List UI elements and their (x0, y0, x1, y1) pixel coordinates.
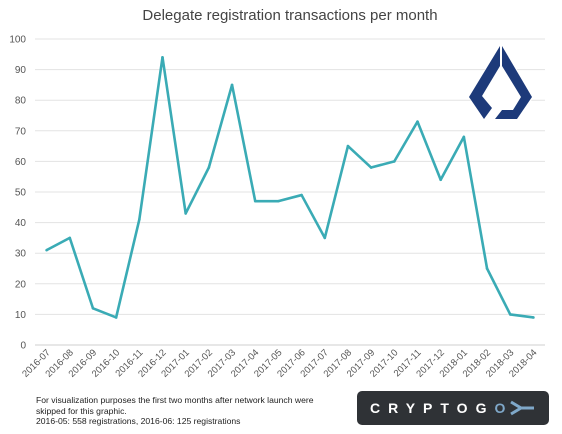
data-point (184, 212, 187, 215)
y-tick-label: 80 (15, 96, 27, 107)
brand-badge: CRYPTOGO (357, 391, 549, 425)
y-tick-label: 0 (20, 341, 26, 352)
data-point (323, 236, 327, 240)
y-tick-label: 50 (15, 188, 27, 199)
y-axis-ticks: 0 10 20 30 40 50 60 70 80 90 100 (9, 35, 26, 352)
line-chart: Delegate registration transactions per m… (9, 7, 545, 380)
y-tick-label: 70 (15, 126, 27, 137)
data-point (138, 218, 141, 221)
data-point (369, 166, 373, 169)
y-tick-label: 100 (9, 35, 26, 46)
data-point (253, 199, 257, 203)
lisk-logo (468, 44, 534, 122)
brand-main: CRYPTOG (370, 400, 495, 416)
series-layer (45, 56, 535, 319)
footnote: For visualization purposes the first two… (36, 395, 336, 427)
y-tick-label: 40 (15, 218, 27, 229)
data-point (230, 83, 234, 87)
data-point (485, 267, 489, 270)
footnote-line-3: 2016-05: 558 registrations, 2016-06: 125… (36, 416, 241, 427)
y-tick-label: 60 (15, 157, 27, 168)
data-point (300, 193, 303, 197)
data-point (277, 199, 280, 203)
data-point (416, 120, 419, 123)
data-point (91, 306, 95, 310)
data-point (508, 313, 512, 316)
data-point (532, 316, 535, 319)
brand-wordmark: CRYPTOGO (370, 391, 513, 425)
chart-title: Delegate registration transactions per m… (142, 7, 437, 24)
data-point (45, 248, 48, 252)
footnote-line-2: skipped for this graphic. (36, 405, 127, 416)
series-line (45, 56, 534, 319)
data-point (393, 160, 396, 163)
data-point (68, 236, 72, 240)
chevron-arrow-icon (510, 400, 534, 416)
y-tick-label: 20 (15, 279, 27, 290)
footnote-line-1: For visualization purposes the first two… (36, 395, 314, 405)
y-tick-label: 90 (15, 65, 27, 76)
data-point (114, 316, 118, 319)
gridlines (35, 38, 545, 346)
data-point (207, 166, 211, 169)
brand-accent: O (494, 400, 514, 416)
y-tick-label: 10 (15, 310, 27, 321)
data-point (439, 178, 442, 182)
data-point (346, 144, 350, 148)
data-point (462, 135, 466, 139)
data-point (161, 56, 164, 59)
x-axis-ticks: 2016-072016-082016-092016-102016-112016-… (20, 347, 539, 379)
y-tick-label: 30 (15, 249, 27, 260)
